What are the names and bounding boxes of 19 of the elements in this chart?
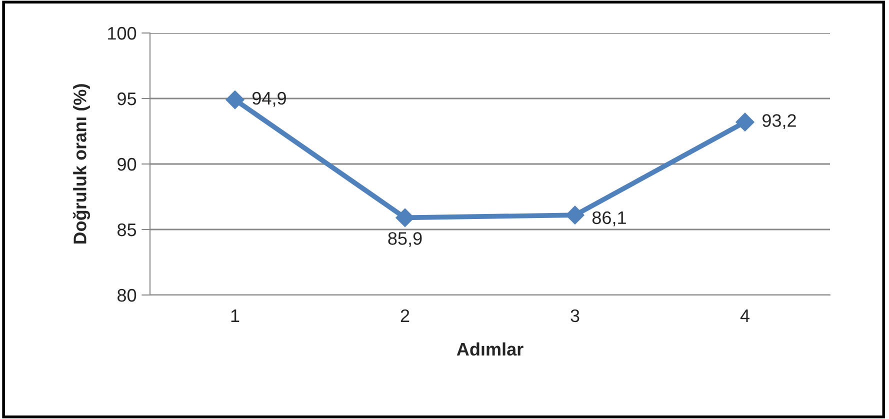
y-tick-label: 95 bbox=[118, 92, 136, 106]
data-label: 85,9 bbox=[388, 232, 422, 247]
x-tick-label: 3 bbox=[570, 309, 580, 322]
x-tick-label: 2 bbox=[400, 309, 410, 322]
data-label: 86,1 bbox=[592, 211, 626, 226]
data-label: 94,9 bbox=[252, 92, 286, 107]
point bbox=[736, 112, 754, 132]
y-tick-label: 85 bbox=[118, 223, 136, 236]
y-axis-title: Doğruluk oranı (%) bbox=[72, 84, 90, 244]
x-tick-label: 1 bbox=[231, 310, 240, 322]
x-tick-label: 4 bbox=[740, 310, 750, 322]
x-axis-title: Adımlar bbox=[456, 342, 524, 356]
y-tick-label: 100 bbox=[108, 26, 136, 40]
data-label: 93,2 bbox=[762, 114, 796, 130]
point bbox=[566, 206, 584, 224]
y-tick-label: 80 bbox=[118, 288, 136, 302]
point bbox=[226, 90, 244, 110]
point bbox=[396, 208, 414, 228]
y-tick-label: 90 bbox=[118, 158, 136, 171]
